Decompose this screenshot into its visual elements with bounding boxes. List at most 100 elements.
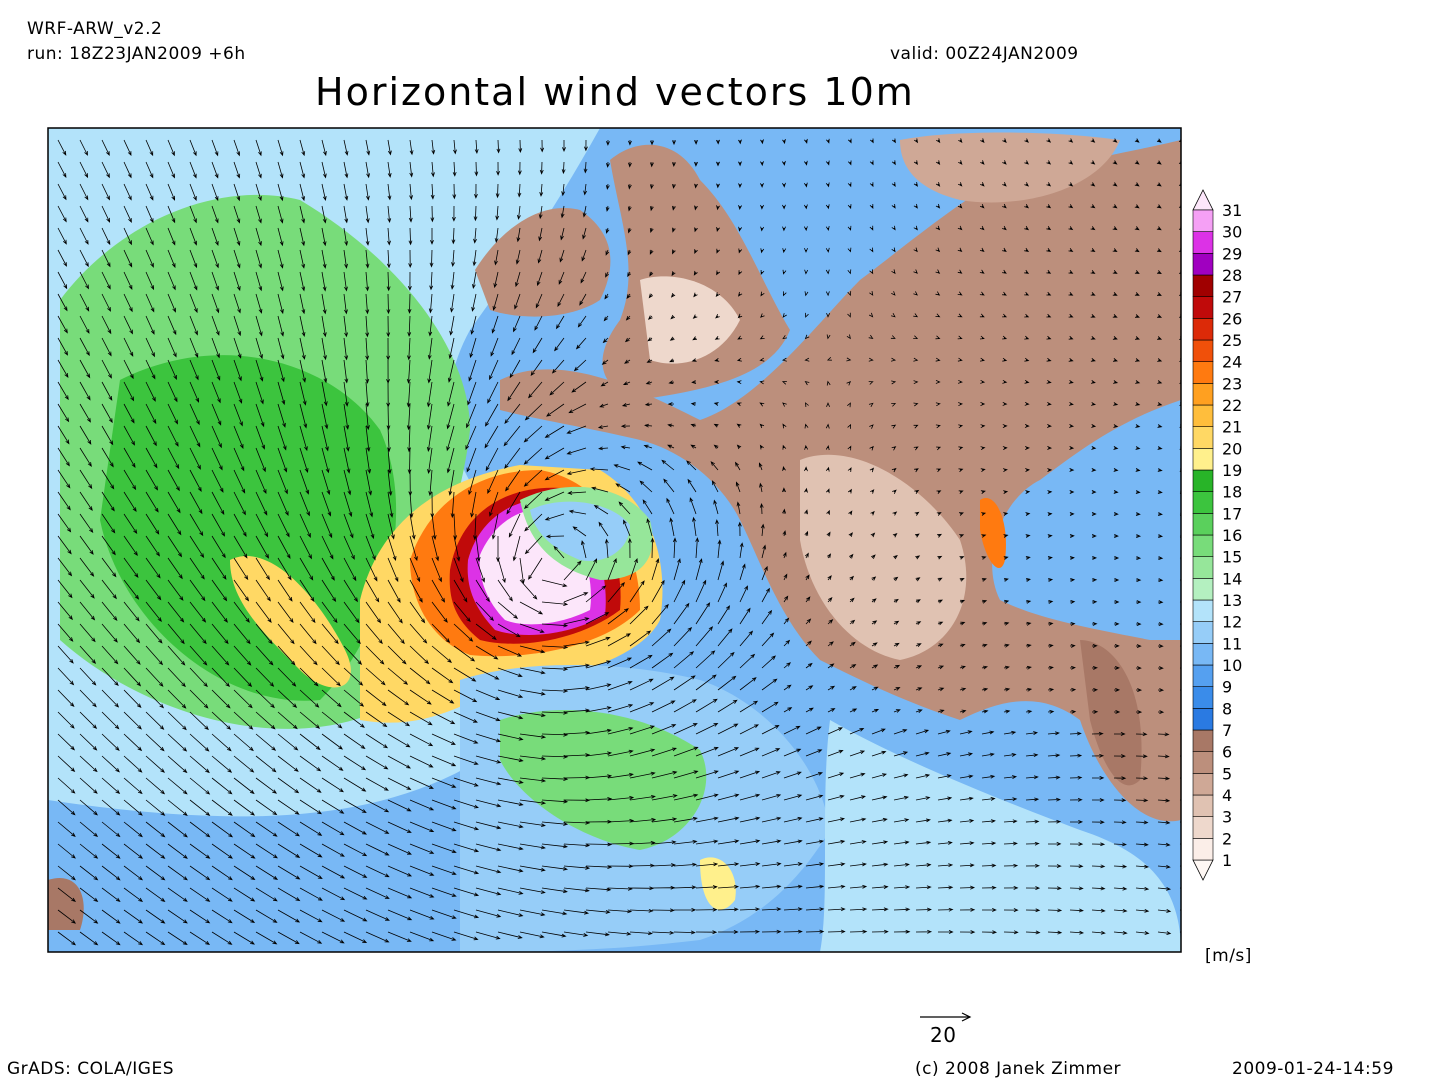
wind-vector bbox=[693, 292, 698, 298]
wind-vector bbox=[541, 887, 568, 894]
wind-vector bbox=[868, 402, 874, 407]
wind-vector bbox=[365, 887, 390, 899]
wind-vector bbox=[694, 183, 698, 189]
wind-vector bbox=[1001, 225, 1007, 231]
wind-vector bbox=[408, 205, 413, 223]
wind-vector bbox=[1025, 512, 1031, 516]
wind-vector bbox=[913, 357, 919, 362]
wind-vector bbox=[673, 723, 698, 735]
wind-vector bbox=[827, 884, 846, 889]
wind-vector bbox=[1157, 512, 1163, 516]
wind-vector bbox=[1091, 688, 1099, 692]
wind-vector bbox=[606, 161, 610, 168]
wind-vector bbox=[957, 247, 963, 253]
wind-vector bbox=[1025, 556, 1031, 560]
wind-vector bbox=[494, 249, 499, 266]
wind-vector bbox=[233, 623, 251, 645]
wind-vector bbox=[79, 535, 94, 555]
wind-vector bbox=[1157, 578, 1164, 582]
wind-vector bbox=[101, 843, 121, 859]
wind-vector bbox=[849, 884, 868, 889]
wind-vector bbox=[431, 557, 442, 583]
wind-vector bbox=[299, 579, 315, 602]
wind-vector bbox=[761, 907, 782, 912]
wind-vector bbox=[1157, 314, 1163, 318]
wind-speed-area bbox=[1080, 640, 1142, 786]
wind-vector bbox=[57, 205, 67, 223]
colorbar-box bbox=[1192, 751, 1214, 774]
wind-vector bbox=[627, 249, 632, 256]
wind-vector bbox=[167, 645, 186, 666]
wind-vector bbox=[650, 183, 654, 190]
wind-vector bbox=[937, 885, 954, 890]
wind-vector bbox=[981, 819, 996, 824]
wind-vector bbox=[695, 723, 719, 735]
colorbar-box bbox=[1192, 404, 1214, 427]
wind-vector bbox=[1113, 930, 1128, 935]
wind-vector bbox=[189, 601, 207, 623]
wind-vector bbox=[211, 535, 226, 559]
wind-vector bbox=[545, 534, 565, 539]
wind-vector bbox=[453, 557, 464, 583]
colorbar-box bbox=[1192, 339, 1214, 362]
wind-vector bbox=[489, 359, 499, 381]
wind-vector bbox=[211, 689, 231, 709]
wind-vector bbox=[211, 931, 233, 945]
wind-vector bbox=[123, 557, 139, 578]
wind-vector bbox=[79, 381, 91, 401]
wind-vector bbox=[690, 402, 697, 406]
wind-vector bbox=[431, 623, 451, 643]
wind-vector bbox=[365, 843, 390, 856]
wind-vector bbox=[233, 293, 241, 314]
wind-vector bbox=[57, 535, 72, 555]
colorbar-label: 9 bbox=[1222, 678, 1232, 697]
wind-vector bbox=[1112, 226, 1118, 231]
wind-vector bbox=[453, 865, 480, 875]
wind-vector bbox=[1024, 182, 1029, 187]
wind-vector bbox=[1135, 886, 1150, 891]
wind-vector bbox=[299, 513, 311, 538]
wind-vector bbox=[321, 667, 341, 687]
wind-vector bbox=[123, 425, 135, 446]
wind-vector bbox=[869, 424, 874, 429]
wind-vector bbox=[387, 447, 392, 475]
wind-vector bbox=[167, 139, 175, 157]
wind-vector bbox=[123, 623, 141, 644]
wind-vector bbox=[365, 249, 370, 269]
wind-vector bbox=[581, 249, 587, 262]
wind-vector bbox=[737, 313, 743, 319]
wind-vector bbox=[713, 402, 719, 406]
wind-vector bbox=[123, 381, 135, 402]
wind-vector bbox=[563, 708, 591, 713]
wind-vector bbox=[825, 423, 830, 429]
wind-speed-area bbox=[640, 276, 740, 364]
wind-vector bbox=[739, 542, 744, 559]
wind-vector bbox=[585, 931, 610, 937]
colorbar-box bbox=[1192, 426, 1214, 449]
wind-vector bbox=[629, 771, 656, 779]
wind-vector bbox=[629, 558, 638, 581]
wind-vector bbox=[805, 726, 822, 735]
wind-vector bbox=[849, 840, 867, 845]
wind-vector bbox=[523, 469, 543, 487]
wind-vector bbox=[211, 491, 225, 515]
wind-vector bbox=[804, 444, 809, 450]
wind-vector bbox=[1047, 819, 1062, 824]
colorbar-label: 1 bbox=[1222, 851, 1232, 870]
wind-vector bbox=[1047, 709, 1055, 714]
wind-vector bbox=[277, 161, 284, 179]
wind-vector bbox=[849, 597, 855, 603]
wind-vector bbox=[1113, 754, 1126, 758]
wind-vector bbox=[233, 645, 252, 666]
wind-vector bbox=[1025, 753, 1039, 758]
wind-vector bbox=[871, 907, 889, 912]
wind-vector bbox=[713, 423, 719, 428]
wind-vector bbox=[1157, 842, 1171, 847]
wind-vector bbox=[409, 799, 435, 811]
wind-vector bbox=[1157, 666, 1164, 670]
wind-vector bbox=[1069, 820, 1084, 824]
wind-vector bbox=[607, 749, 634, 757]
wind-vector bbox=[409, 931, 435, 942]
wind-vector bbox=[782, 248, 787, 254]
wind-vector bbox=[1091, 930, 1106, 935]
